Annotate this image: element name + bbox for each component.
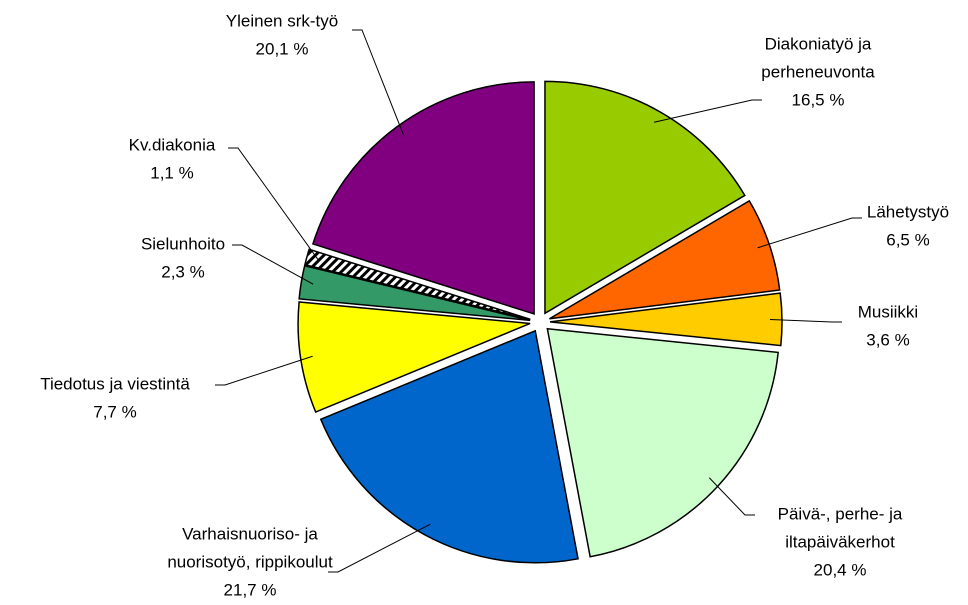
slice-label: Sielunhoito (141, 234, 225, 253)
pie-slice (298, 264, 531, 322)
slice-label: perheneuvonta (761, 62, 875, 81)
pie-slice (297, 301, 531, 413)
value-label: 21,7 % (224, 580, 277, 599)
pie-slice (303, 248, 531, 321)
slice-label: Varhaisnuoriso- ja (182, 524, 318, 543)
leader-line (708, 477, 755, 516)
pie-slice (319, 329, 579, 564)
slice-label: Tiedotus ja viestintä (40, 374, 190, 393)
leader-line (769, 318, 842, 323)
value-label: 20,4 % (814, 560, 867, 579)
value-label: 20,1 % (256, 39, 309, 58)
slice-label: Päivä-, perhe- ja (778, 504, 903, 523)
leader-line (653, 99, 762, 123)
slice-label: Musiikki (858, 302, 918, 321)
slice-label: Lähetystyö (867, 202, 949, 221)
leader-line (215, 355, 313, 386)
value-label: 16,5 % (792, 90, 845, 109)
pie-slice (544, 80, 746, 315)
value-label: 7,7 % (93, 402, 136, 421)
leader-line (757, 217, 862, 249)
value-label: 6,5 % (886, 230, 929, 249)
value-label: 2,3 % (161, 262, 204, 281)
pie-slice (549, 292, 783, 347)
leader-line (232, 244, 314, 285)
slice-label: iltapäiväkerhot (785, 532, 895, 551)
slice-label: Kv.diakonia (129, 135, 216, 154)
pie-slice (311, 81, 535, 315)
leader-line (352, 29, 405, 137)
leader-line (228, 147, 319, 261)
value-label: 3,6 % (866, 330, 909, 349)
slice-label: Yleinen srk-työ (226, 11, 338, 30)
slice-label: Diakoniatyö ja (765, 34, 872, 53)
value-label: 1,1 % (150, 163, 193, 182)
pie-slice (546, 327, 779, 558)
leader-line (328, 523, 431, 573)
slice-label: nuorisotyö, rippikoulut (167, 552, 333, 571)
